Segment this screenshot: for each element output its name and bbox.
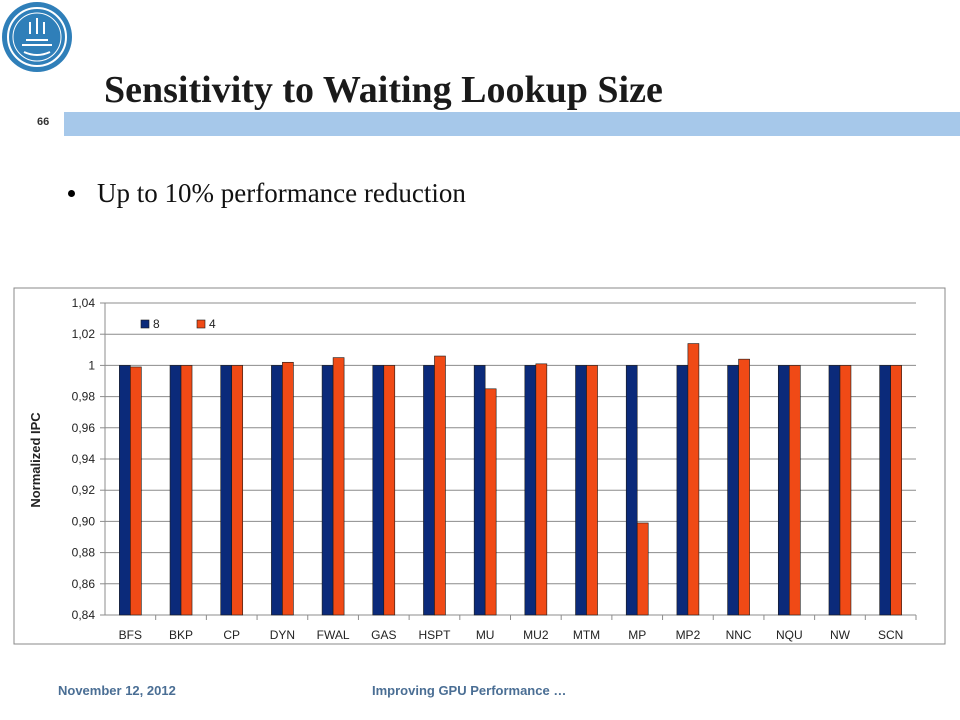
bars [119, 343, 902, 616]
x-tick-label: MP [628, 628, 646, 642]
footer-title: Improving GPU Performance … [372, 683, 567, 698]
bar-8-SCN [879, 365, 891, 616]
x-tick-label: BFS [119, 628, 142, 642]
bar-8-NNC [727, 365, 739, 616]
bar-4-NQU [788, 365, 801, 616]
bar-4-MTM [586, 365, 598, 616]
bullet-dot-icon [68, 190, 75, 197]
bar-8-FWAL [321, 365, 334, 616]
y-tick-label: 0,86 [72, 577, 96, 591]
legend-label-8: 8 [153, 317, 160, 331]
x-tick-label: MU [476, 628, 495, 642]
legend-swatch-4 [196, 319, 206, 329]
x-tick-labels: BFS BKP CP DYN FWAL GAS HSPT MU MU2 MTM MP MP2 NNC NQ… [119, 628, 904, 642]
x-tick-label: FWAL [317, 628, 350, 642]
x-tick-label: HSPT [418, 628, 451, 642]
bullet-item: Up to 10% performance reduction [68, 178, 466, 209]
bullet-text: Up to 10% performance reduction [97, 178, 466, 208]
y-tick-label: 0,84 [72, 608, 96, 622]
legend-label-4: 4 [209, 317, 216, 331]
x-tick-label: CP [223, 628, 240, 642]
bar-4-SCN [890, 365, 902, 616]
x-tick-label: MU2 [523, 628, 549, 642]
bar-4-BKP [180, 365, 193, 616]
y-tick-label: 0,92 [72, 483, 96, 497]
bar-chart: 0,84 0,86 0,88 0,90 0,92 0,94 0,96 0,98 1 1,02 1,0… [13, 287, 946, 645]
bar-4-BFS [130, 366, 142, 616]
bar-4-MU [484, 388, 497, 616]
university-logo-icon [2, 2, 72, 72]
bar-4-GAS [383, 365, 396, 616]
x-tick-label: MTM [573, 628, 600, 642]
bar-4-FWAL [332, 357, 345, 616]
bar-4-NNC [738, 358, 750, 616]
bar-8-MTM [575, 365, 587, 616]
bar-4-MP2 [687, 343, 700, 616]
header-bar [64, 112, 960, 136]
bar-8-DYN [271, 365, 283, 616]
y-tick-label: 1,04 [72, 296, 96, 310]
bar-8-MP [625, 365, 638, 616]
bar-8-NW [828, 365, 841, 616]
footer-date: November 12, 2012 [58, 683, 176, 698]
y-tick-label: 0,98 [72, 390, 96, 404]
bar-8-BFS [119, 365, 131, 616]
bar-8-HSPT [423, 365, 435, 616]
bar-4-MU2 [535, 363, 548, 616]
y-axis-label: Normalized IPC [28, 412, 43, 508]
bar-4-DYN [282, 361, 294, 616]
x-tick-label: DYN [270, 628, 295, 642]
bar-4-MP [636, 522, 649, 616]
bar-8-MU [473, 365, 486, 616]
bar-4-HSPT [434, 355, 446, 616]
y-tick-label: 1 [88, 358, 95, 372]
y-tick-label: 0,88 [72, 546, 96, 560]
y-tick-label: 0,94 [72, 452, 96, 466]
slide-number: 66 [37, 116, 50, 128]
bar-8-GAS [372, 365, 385, 616]
bar-4-CP [231, 365, 244, 616]
y-tick-label: 1,02 [72, 327, 96, 341]
legend-swatch-8 [140, 319, 150, 329]
x-tick-label: BKP [169, 628, 193, 642]
bar-8-NQU [777, 365, 790, 616]
legend-box [123, 313, 249, 333]
bar-8-CP [220, 365, 233, 616]
y-tick-labels: 0,84 0,86 0,88 0,90 0,92 0,94 0,96 0,98 1 1,02 1,0… [72, 296, 96, 622]
y-tick-label: 0,96 [72, 421, 96, 435]
bar-8-BKP [169, 365, 182, 616]
bar-4-NW [839, 365, 852, 616]
x-tick-label: GAS [371, 628, 396, 642]
y-tick-label: 0,90 [72, 514, 96, 528]
x-tick-label: NNC [726, 628, 752, 642]
x-tick-label: SCN [878, 628, 903, 642]
x-tick-label: NQU [776, 628, 803, 642]
x-tick-label: NW [830, 628, 851, 642]
x-tick-label: MP2 [676, 628, 701, 642]
bar-8-MP2 [676, 365, 689, 616]
slide-title: Sensitivity to Waiting Lookup Size [104, 69, 663, 111]
bar-8-MU2 [524, 365, 537, 616]
